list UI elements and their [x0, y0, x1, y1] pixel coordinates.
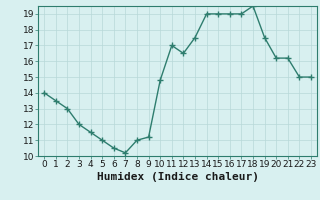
X-axis label: Humidex (Indice chaleur): Humidex (Indice chaleur): [97, 172, 259, 182]
